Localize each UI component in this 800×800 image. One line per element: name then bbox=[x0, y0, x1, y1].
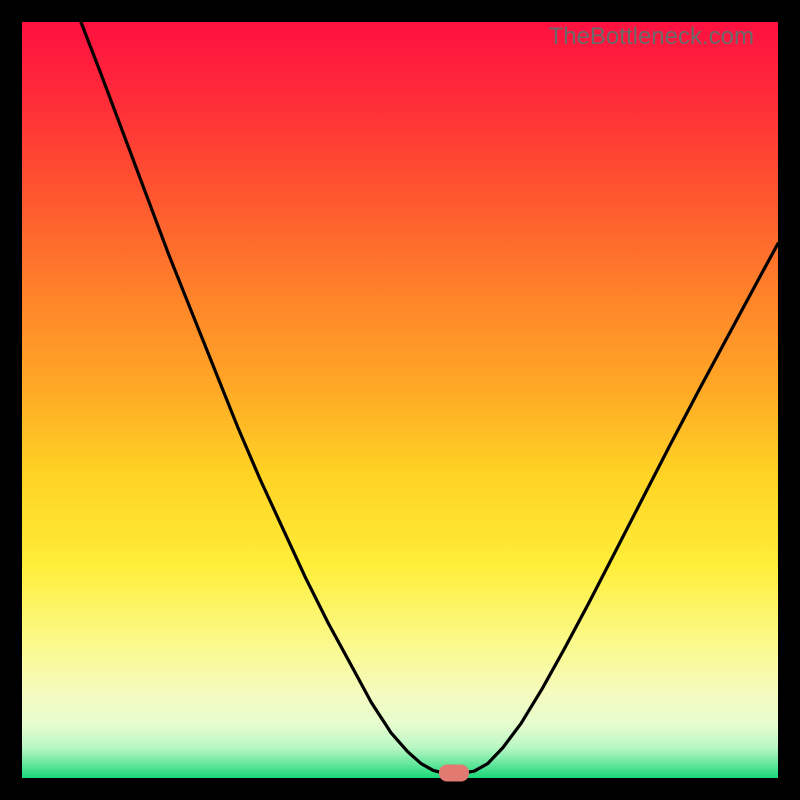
plot-area bbox=[22, 22, 778, 778]
optimum-marker bbox=[439, 765, 469, 782]
bottleneck-curve bbox=[81, 22, 778, 773]
watermark-text: TheBottleneck.com bbox=[549, 23, 754, 51]
curve-svg bbox=[22, 22, 778, 778]
chart-frame: TheBottleneck.com bbox=[0, 0, 800, 800]
